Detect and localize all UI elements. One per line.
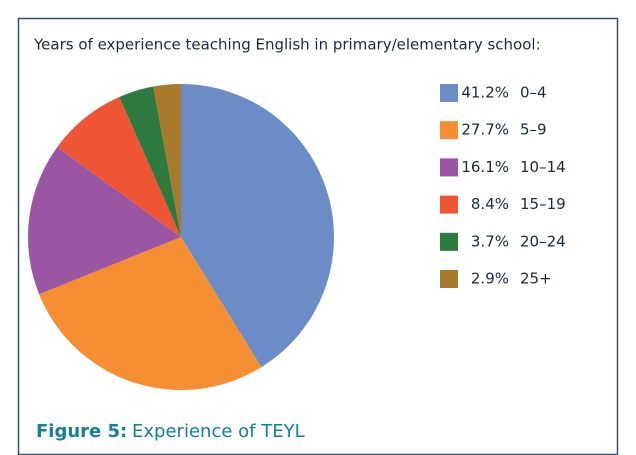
legend-label: 15–19 — [520, 195, 566, 213]
legend-value: 3.7% — [471, 232, 509, 250]
legend-value: 27.7% — [461, 121, 509, 139]
legend-swatch — [440, 84, 458, 102]
caption-label: Figure 5: — [36, 421, 127, 442]
chart-title: Years of experience teaching English in … — [33, 36, 541, 54]
legend-swatch — [440, 158, 458, 177]
legend-label: 20–24 — [520, 232, 566, 250]
legend-swatch — [440, 232, 458, 251]
legend-swatch — [440, 121, 458, 140]
legend-label: 5–9 — [520, 121, 547, 139]
pie-slice — [57, 96, 182, 237]
caption: Figure 5: Experience of TEYL — [36, 421, 305, 442]
pie-slice — [27, 147, 182, 295]
pie-slice — [181, 84, 335, 368]
pie-slice — [153, 84, 181, 237]
legend-value: 16.1% — [461, 158, 509, 176]
legend-label: 25+ — [520, 270, 552, 288]
legend-value: 41.2% — [461, 84, 509, 102]
legend-swatch — [440, 195, 458, 214]
legend-swatch — [440, 270, 458, 288]
legend-value: 8.4% — [471, 195, 509, 213]
pie-slice — [119, 86, 181, 237]
caption-text: Experience of TEYL — [132, 421, 305, 442]
legend-label: 0–4 — [520, 84, 547, 102]
legend-label: 10–14 — [520, 158, 566, 176]
pie-slice — [39, 237, 262, 390]
legend-value: 2.9% — [471, 270, 509, 288]
